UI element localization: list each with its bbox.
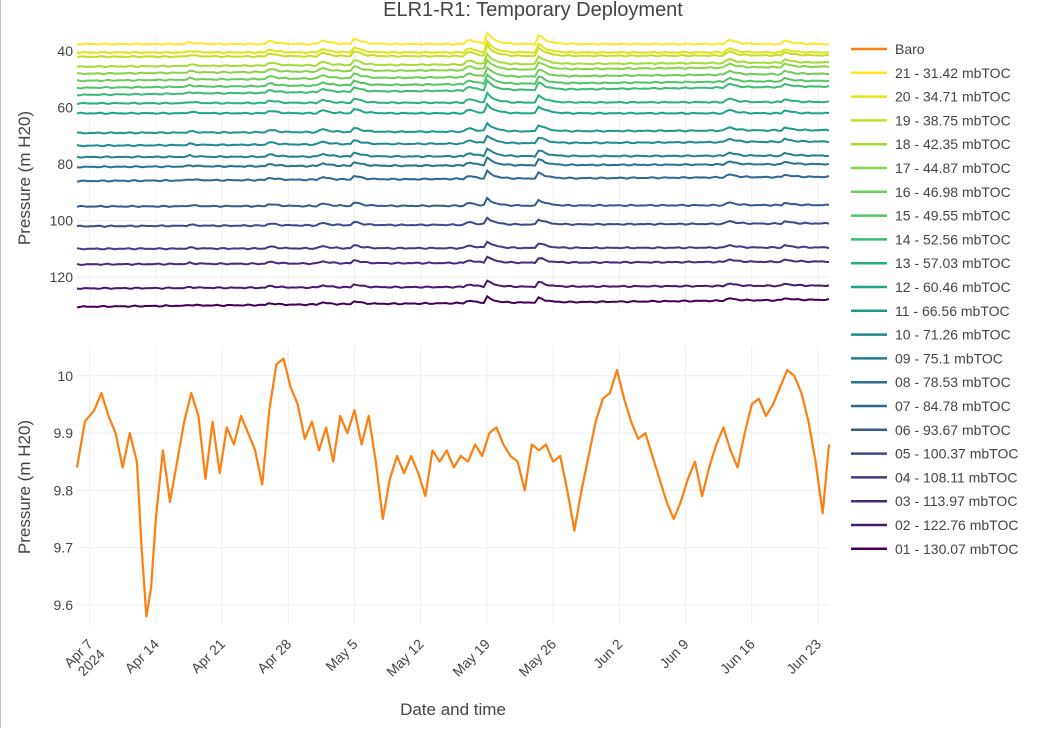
depth-series-line: [76, 66, 830, 83]
depth-series-line: [76, 147, 830, 159]
bottom-y-tick-label: 9.9: [54, 425, 74, 441]
depth-series-line: [76, 42, 830, 59]
bottom-y-axis-title: Pressure (m H20): [15, 420, 34, 554]
bottom-y-tick-label: 9.7: [54, 540, 74, 556]
depth-series-line: [76, 155, 830, 169]
depth-series-line: [76, 51, 830, 69]
legend: Baro 21 - 31.42 mbTOC 20 - 34.71 mbTOC 19 -…: [851, 41, 1018, 557]
x-tick-label: Jun 23: [783, 636, 824, 677]
top-y-tick-label: 80: [57, 156, 73, 172]
depth-series-line: [76, 168, 830, 183]
x-axis-title: Date and time: [400, 700, 506, 719]
depth-series-line: [76, 90, 830, 106]
top-plot-area: [76, 31, 830, 309]
depth-series-line: [76, 279, 830, 291]
bottom-y-tick-label: 10: [57, 368, 73, 384]
x-tick-label: May 5: [322, 636, 360, 674]
legend-label[interactable]: 21 - 31.42 mbTOC: [895, 65, 1011, 81]
x-tick-label: May 26: [515, 636, 559, 680]
legend-label[interactable]: 08 - 78.53 mbTOC: [895, 374, 1011, 390]
depth-series-line: [76, 196, 830, 209]
x-tick-label: Jun 2: [590, 636, 626, 672]
depth-series-line: [76, 240, 830, 251]
legend-label[interactable]: 02 - 122.76 mbTOC: [895, 517, 1018, 533]
depth-series-line: [76, 58, 830, 76]
legend-label[interactable]: 16 - 46.98 mbTOC: [895, 184, 1011, 200]
legend-label[interactable]: 05 - 100.37 mbTOC: [895, 446, 1018, 462]
legend-label[interactable]: 17 - 44.87 mbTOC: [895, 160, 1011, 176]
legend-label[interactable]: 20 - 34.71 mbTOC: [895, 89, 1011, 105]
x-tick-label: May 12: [383, 636, 427, 680]
x-tick-label: May 19: [449, 636, 493, 680]
x-tick-label: Jun 9: [656, 636, 692, 672]
legend-label[interactable]: 06 - 93.67 mbTOC: [895, 422, 1011, 438]
legend-label[interactable]: 12 - 60.46 mbTOC: [895, 279, 1011, 295]
legend-label[interactable]: 19 - 38.75 mbTOC: [895, 112, 1011, 128]
x-tick-label: Apr 21: [188, 636, 229, 677]
bottom-y-tick-label: 9.6: [54, 597, 74, 613]
depth-series-line: [76, 78, 830, 97]
legend-label[interactable]: 04 - 108.11 mbTOC: [895, 469, 1017, 485]
depth-series-line: [76, 255, 830, 266]
legend-label[interactable]: 15 - 49.55 mbTOC: [895, 208, 1011, 224]
depth-series-line: [76, 121, 830, 135]
chart-title: ELR1-R1: Temporary Deployment: [383, 0, 683, 21]
depth-series-line: [76, 73, 830, 90]
legend-label[interactable]: 13 - 57.03 mbTOC: [895, 255, 1011, 271]
legend-label[interactable]: 10 - 71.26 mbTOC: [895, 327, 1011, 343]
depth-series-line: [76, 31, 830, 46]
depth-series-line: [76, 102, 830, 116]
depth-series-line: [76, 39, 830, 55]
legend-label[interactable]: 11 - 66.56 mbTOC: [895, 303, 1010, 319]
x-tick-label: Apr 14: [121, 636, 162, 677]
x-tick-label: Apr 28: [254, 636, 295, 677]
depth-series-line: [76, 134, 830, 148]
depth-series-line: [76, 216, 830, 228]
top-y-tick-label: 120: [50, 269, 74, 285]
top-y-tick-label: 60: [57, 100, 73, 116]
legend-label[interactable]: 01 - 130.07 mbTOC: [895, 541, 1018, 557]
top-y-tick-label: 100: [50, 213, 74, 229]
legend-label[interactable]: Baro: [895, 41, 925, 57]
baro-series-line: [75, 357, 831, 618]
legend-label[interactable]: 18 - 42.35 mbTOC: [895, 136, 1011, 152]
legend-label[interactable]: 03 - 113.97 mbTOC: [895, 493, 1017, 509]
gridlines: [77, 37, 829, 625]
legend-label[interactable]: 09 - 75.1 mbTOC: [895, 350, 1003, 366]
depth-series-line: [76, 294, 830, 309]
top-y-tick-label: 40: [57, 43, 73, 59]
top-y-axis-title: Pressure (m H20): [15, 111, 34, 245]
bottom-plot-area: [75, 357, 831, 618]
legend-label[interactable]: 07 - 84.78 mbTOC: [895, 398, 1011, 414]
bottom-y-tick-label: 9.8: [54, 482, 74, 498]
x-tick-label: Jun 16: [717, 636, 758, 677]
legend-label[interactable]: 14 - 52.56 mbTOC: [895, 231, 1011, 247]
